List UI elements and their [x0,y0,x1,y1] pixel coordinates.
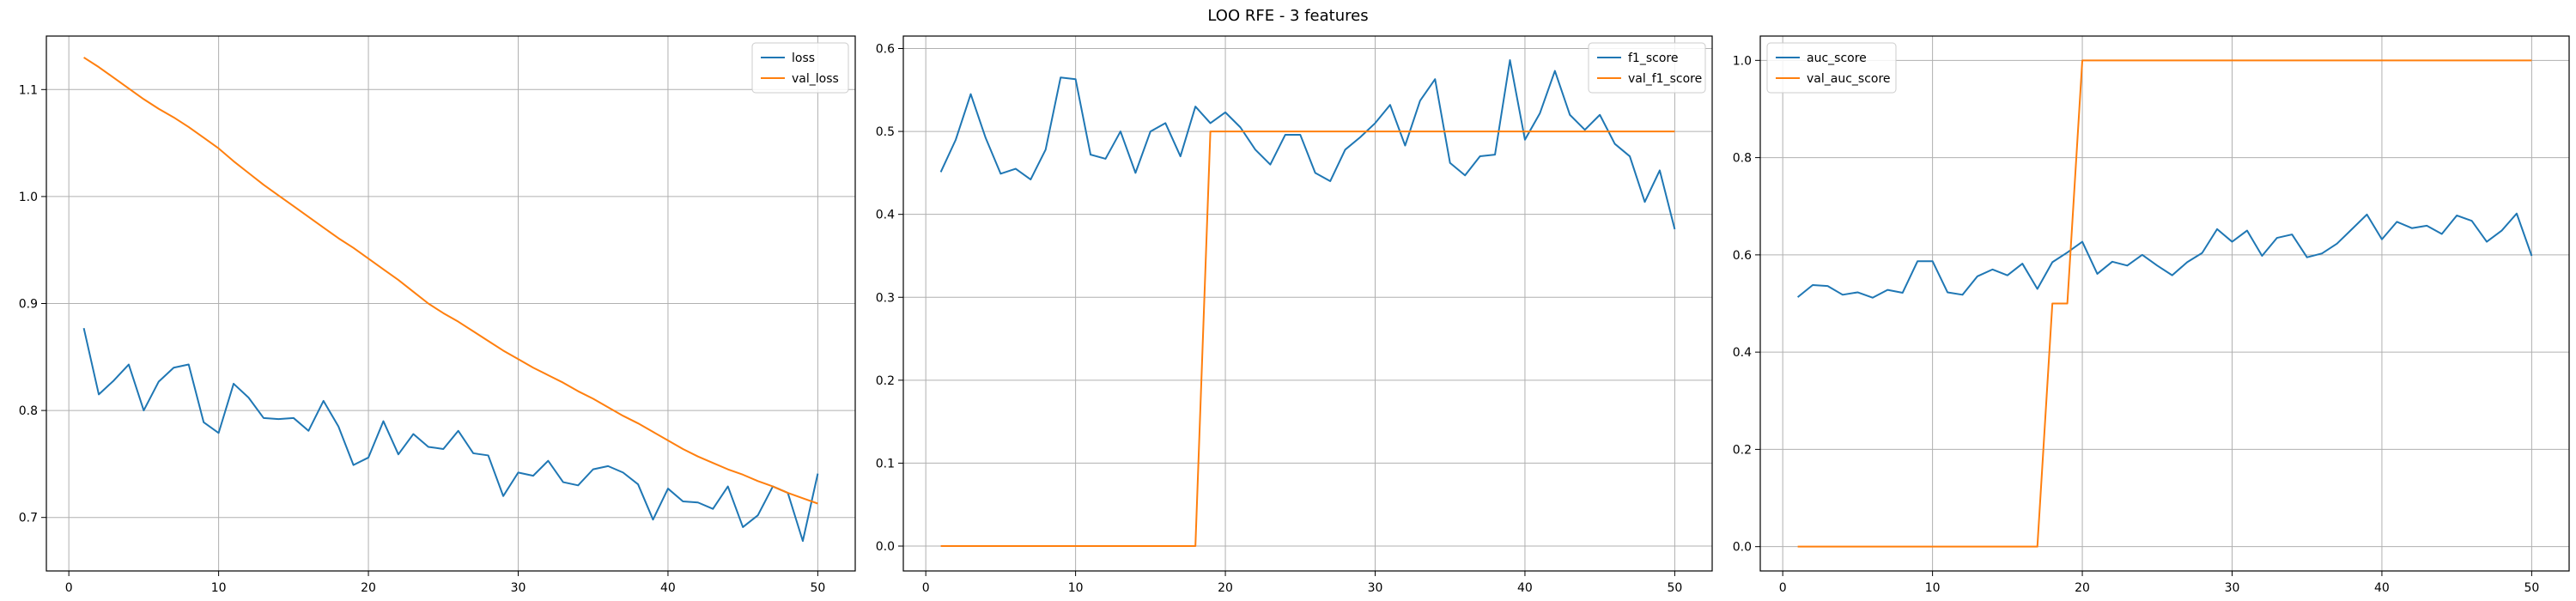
y-tick-label: 0.3 [876,291,895,305]
series-line-val_auc_score [1797,59,2532,548]
series-line-val_loss [83,57,818,505]
x-tick-label: 0 [65,581,73,595]
x-tick-label: 20 [1218,581,1233,595]
y-tick-label: 0.7 [19,512,38,525]
y-tick-label: 1.1 [19,83,38,97]
legend: auc_score val_auc_score [1766,42,1897,94]
x-tick-label: 30 [511,581,526,595]
grid [1760,36,2569,571]
legend-label-val_auc_score: val_auc_score [1807,72,1891,86]
legend-label-f1_score: f1_score [1628,52,1678,65]
x-tick-label: 40 [1517,581,1533,595]
y-tick-label: 0.1 [876,457,895,470]
x-tick-label: 50 [810,581,825,595]
x-tick-label: 40 [660,581,676,595]
y-tick-label: 0.8 [1733,152,1752,166]
y-tick-label: 0.0 [876,540,895,554]
series-line-auc_score [1796,212,2533,299]
y-tick-label: 0.6 [876,42,895,56]
x-tick-label: 20 [2075,581,2090,595]
y-tick-label: 0.2 [876,374,895,388]
x-tick-label: 20 [361,581,376,595]
x-tick-label: 0 [1779,581,1787,595]
legend: loss val_loss [751,42,849,94]
legend-label-auc_score: auc_score [1807,52,1867,65]
series-line-f1_score [939,59,1676,230]
legend-box [751,42,849,94]
series-line-val_f1_score [940,131,1675,548]
legend-label-loss: loss [792,52,815,65]
axes-frame [902,35,1713,572]
y-tick-label: 0.9 [19,298,38,312]
x-tick-label: 50 [1667,581,1682,595]
y-tick-label: 1.0 [19,191,38,204]
y-tick-label: 0.5 [876,125,895,139]
legend-box [1766,42,1897,94]
x-tick-label: 10 [1925,581,1941,595]
y-tick-label: 0.4 [1733,346,1752,360]
legend-label-val_f1_score: val_f1_score [1628,72,1702,86]
y-tick-label: 0.6 [1733,249,1752,263]
y-tick-label: 0.4 [876,209,895,222]
grid [46,36,855,571]
x-tick-label: 40 [2374,581,2390,595]
y-tick-label: 0.0 [1733,541,1752,555]
figure-title: LOO RFE - 3 features [1207,7,1369,25]
x-tick-label: 30 [1368,581,1383,595]
x-tick-label: 50 [2524,581,2539,595]
x-tick-label: 30 [2225,581,2240,595]
x-tick-label: 10 [211,581,227,595]
legend: f1_score val_f1_score [1588,42,1706,94]
x-tick-label: 0 [922,581,930,595]
y-tick-label: 1.0 [1733,54,1752,68]
series-line-loss [82,327,819,543]
axes-frame [1759,35,2570,572]
legend-label-val_loss: val_loss [792,72,839,86]
x-tick-label: 10 [1068,581,1084,595]
legend-box [1588,42,1706,94]
y-tick-label: 0.8 [19,404,38,418]
y-tick-label: 0.2 [1733,443,1752,457]
